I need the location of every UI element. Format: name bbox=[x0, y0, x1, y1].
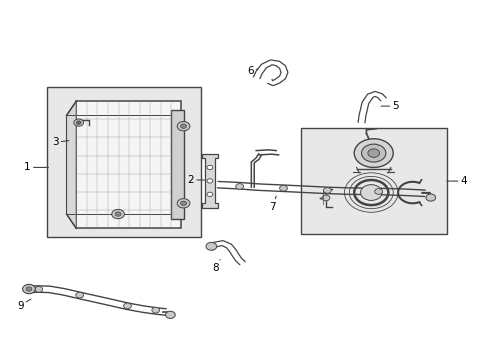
Circle shape bbox=[152, 307, 159, 313]
Circle shape bbox=[205, 242, 216, 250]
Text: 9: 9 bbox=[17, 299, 31, 311]
Circle shape bbox=[165, 311, 175, 319]
Circle shape bbox=[74, 119, 83, 126]
Circle shape bbox=[322, 195, 329, 201]
Circle shape bbox=[323, 188, 330, 193]
Circle shape bbox=[206, 192, 212, 197]
Text: 8: 8 bbox=[211, 260, 220, 273]
Text: 3: 3 bbox=[52, 138, 69, 147]
Polygon shape bbox=[202, 154, 217, 208]
Circle shape bbox=[353, 139, 392, 167]
Circle shape bbox=[374, 189, 382, 194]
Circle shape bbox=[360, 185, 381, 201]
Text: 5: 5 bbox=[380, 101, 398, 111]
Polygon shape bbox=[66, 101, 76, 228]
Text: 4: 4 bbox=[446, 176, 466, 186]
Bar bbox=[171, 110, 183, 220]
Text: 2: 2 bbox=[187, 175, 204, 185]
Circle shape bbox=[367, 149, 379, 157]
Circle shape bbox=[206, 179, 212, 183]
Circle shape bbox=[177, 199, 189, 208]
Circle shape bbox=[279, 185, 287, 191]
Circle shape bbox=[22, 284, 35, 294]
Circle shape bbox=[123, 303, 131, 309]
Circle shape bbox=[177, 122, 189, 131]
Circle shape bbox=[361, 144, 385, 162]
Circle shape bbox=[180, 124, 186, 129]
Circle shape bbox=[235, 184, 243, 189]
Text: 1: 1 bbox=[24, 162, 48, 172]
Circle shape bbox=[425, 194, 435, 201]
Circle shape bbox=[35, 287, 42, 292]
Bar bbox=[76, 101, 181, 228]
Circle shape bbox=[76, 292, 83, 298]
Bar bbox=[300, 128, 446, 234]
Bar bbox=[47, 87, 200, 237]
Text: 7: 7 bbox=[269, 196, 276, 212]
Circle shape bbox=[112, 210, 124, 219]
Circle shape bbox=[115, 212, 121, 216]
Circle shape bbox=[206, 165, 212, 170]
Circle shape bbox=[180, 201, 186, 206]
Circle shape bbox=[76, 121, 81, 125]
Text: 6: 6 bbox=[246, 66, 258, 76]
Circle shape bbox=[26, 287, 32, 291]
